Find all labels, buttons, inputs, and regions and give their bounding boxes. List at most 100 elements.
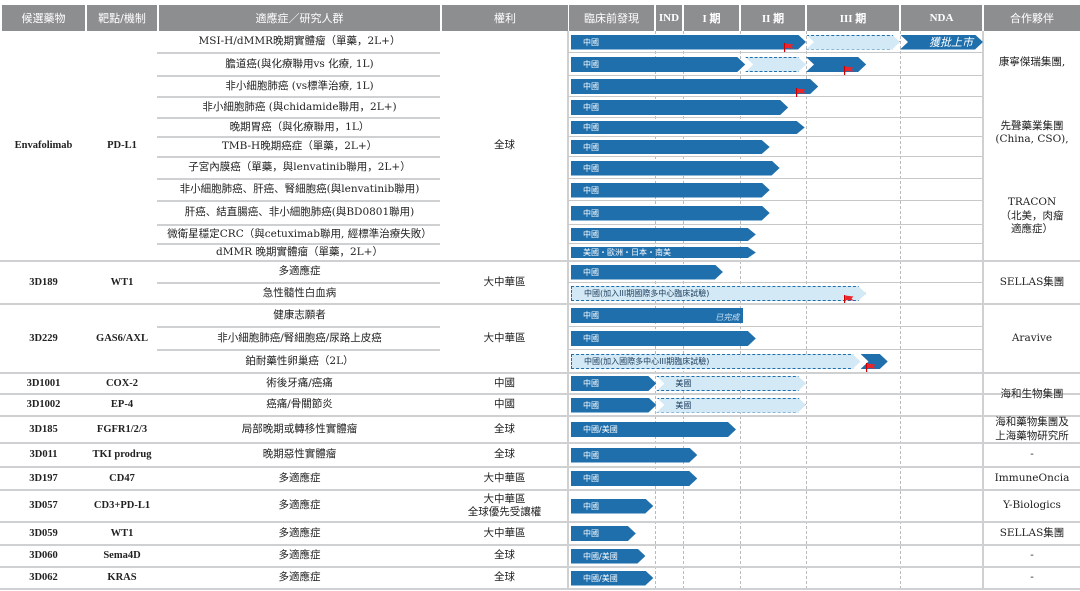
partner-name: - [1030, 571, 1034, 584]
bar-region-label: 中國 [583, 208, 599, 218]
partner-name: - [1030, 549, 1034, 562]
group-divider [0, 588, 1080, 590]
group-divider [0, 393, 1080, 395]
bar-region-label: 中國 [583, 400, 599, 410]
partner-cell: SELLAS集團 [984, 522, 1080, 545]
rights: 全球 [494, 571, 515, 584]
bar-region-label: 中國 [583, 379, 599, 388]
progress-bar: 中國 [571, 398, 656, 413]
indication: 健康志願者 [273, 308, 326, 321]
header-drug: 候選藥物 [2, 5, 85, 31]
planned-progress-bar [745, 57, 806, 72]
target-name: GAS6/AXL [96, 332, 148, 344]
partner-name: 康寧傑瑞集團, [998, 56, 1066, 69]
chart-row-divider [568, 326, 982, 327]
bar-region-label: 中國 [583, 163, 599, 173]
partner-cell: 海和生物集團 [984, 373, 1080, 416]
header-target: 靶點/機制 [87, 5, 157, 31]
milestone-flag-icon [796, 82, 806, 97]
rights: 中國 [494, 376, 515, 389]
progress-bar: 獲批上市 [900, 35, 983, 50]
bar-region-label: 中國 [583, 474, 599, 483]
indication-divider [157, 52, 440, 54]
bar-region-label: 中國 [583, 82, 599, 91]
group-divider [0, 544, 1080, 546]
bar-region-label: 中國 [583, 311, 599, 320]
partner-cell: 康寧傑瑞集團, 先聲藥業集團 (China, CSO), TRACON （北美，肉瘤… [984, 31, 1080, 261]
phase-divider [900, 31, 901, 589]
indication: 多適應症 [278, 499, 321, 512]
partner-cell: Y-Biologics [984, 490, 1080, 522]
target-name: FGFR1/2/3 [96, 423, 148, 435]
header-rights: 權利 [442, 5, 568, 31]
group-divider [0, 489, 1080, 491]
rights: 中國 [494, 398, 515, 411]
partner-cell: ImmuneOncia [984, 467, 1080, 490]
rights: 全球 [494, 139, 515, 152]
chart-row-divider [568, 178, 982, 179]
indication: 非小細胞肺癌 (vs標準治療, 1L) [225, 79, 374, 92]
target-name: WT1 [110, 276, 134, 288]
group-divider [0, 521, 1080, 523]
drug-name: 3D062 [29, 572, 58, 584]
drug-name: 3D060 [29, 550, 58, 562]
bar-region-label: 中國 [583, 501, 599, 511]
target-name: COX-2 [105, 377, 139, 389]
partner-cell: - [984, 567, 1080, 589]
partner-name: SELLAS集團 [999, 275, 1065, 288]
rights: 大中華區 [483, 331, 526, 344]
bar-region-label: 中國 [583, 142, 599, 152]
bar-region-label: 美國 [675, 400, 692, 410]
bar-region-label: 中國/美國 [583, 425, 618, 434]
indication: 癌痛/骨關節炎 [266, 398, 333, 411]
group-divider [0, 372, 1080, 374]
bar-region-label: 美國・歐洲・日本・南美 [583, 248, 671, 257]
indication-divider [157, 136, 440, 138]
indication: 晚期胃癌（與化療聯用，1L） [229, 120, 370, 133]
group-divider [0, 303, 1080, 305]
partner-name: 海和藥物集團及 上海藥物研究所 [995, 416, 1069, 442]
rights: 大中華區 [483, 526, 526, 539]
chart-row-divider [568, 243, 982, 244]
drug-name: 3D057 [29, 500, 58, 512]
chart-left-border [567, 31, 569, 589]
partner-name: TRACON （北美，肉瘤 適應症） [1000, 196, 1064, 235]
indication: 術後牙痛/癌痛 [266, 376, 333, 389]
group-divider [0, 442, 1080, 444]
partner-name: SELLAS集團 [999, 526, 1065, 539]
indication: 微衛星穩定CRC（與cetuximab聯用, 經標準治療失敗） [167, 227, 432, 240]
indication: 肝癌、結直腸癌、非小細胞肺癌(與BD0801聯用) [184, 206, 415, 219]
partner-name: 海和生物集團 [1000, 387, 1064, 400]
header-partner: 合作夥伴 [984, 5, 1080, 31]
chart-right-border [982, 31, 984, 589]
indication: 局部晚期或轉移性實體瘤 [241, 422, 358, 435]
progress-bar: 中國 [571, 35, 806, 50]
chart-row-divider [568, 52, 982, 53]
rights: 全球 [494, 448, 515, 461]
progress-bar: 中國 [571, 471, 697, 486]
drug-name: 3D059 [29, 527, 58, 539]
indication-divider [157, 243, 440, 245]
target-name: CD47 [109, 472, 135, 484]
partner-cell: Aravive [984, 304, 1080, 373]
planned-progress-bar: 美國 [656, 398, 806, 413]
indication: 膽道癌(與化療聯用vs 化療, 1L) [225, 57, 374, 70]
bar-region-label: 中國(加入III期國際多中心臨床試驗) [584, 289, 710, 298]
target-name: EP-4 [110, 399, 134, 411]
progress-bar: 中國 [571, 376, 656, 391]
planned-progress-bar [806, 35, 900, 50]
target-name: CD3+PD-L1 [93, 500, 151, 512]
chart-row-divider [568, 200, 982, 201]
partner-name: ImmuneOncia [994, 471, 1070, 484]
drug-name: 3D197 [29, 472, 58, 484]
progress-bar: 中國 [571, 228, 756, 241]
progress-bar: 中國/美國 [571, 422, 736, 437]
milestone-flag-icon [784, 37, 794, 52]
chart-row-divider [568, 282, 982, 283]
indication-divider [157, 224, 440, 226]
progress-bar: 中國 [571, 526, 636, 541]
partner-cell: - [984, 443, 1080, 467]
indication: 鉑耐藥性卵巢癌（2L） [245, 354, 354, 367]
chart-row-divider [568, 96, 982, 97]
group-divider [0, 260, 1080, 262]
